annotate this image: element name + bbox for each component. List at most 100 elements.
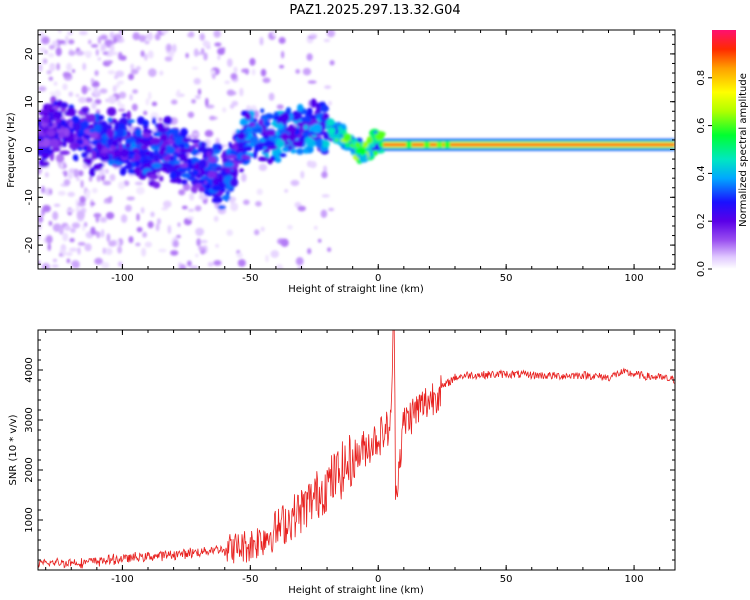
spectrogram-noise-cell xyxy=(134,181,143,186)
spectrogram-ridge-cell xyxy=(149,151,155,160)
spectrogram-band-bubble xyxy=(423,141,430,148)
spectrogram-ridge-cell xyxy=(199,159,207,169)
spectrogram-ridge-cell xyxy=(281,132,289,142)
spectrogram-noise-cell xyxy=(66,251,73,257)
spectrogram-noise-cell xyxy=(284,189,289,193)
snr-xlabel: Height of straight line (km) xyxy=(288,585,424,596)
spectrogram-noise-cell xyxy=(47,243,51,251)
spectrogram-ridge-cell xyxy=(126,110,131,121)
spectrogram-ridge-cell xyxy=(211,184,222,192)
spectrogram-noise-cell xyxy=(109,31,115,39)
spectrogram-noise-cell xyxy=(55,47,62,57)
spectrogram-noise-cell xyxy=(256,188,263,196)
spectrogram-noise-cell xyxy=(226,89,235,96)
colorbar-tick-label: 0.2 xyxy=(696,213,707,229)
spectrogram-noise-cell xyxy=(148,68,157,77)
spectrogram-noise-cell xyxy=(181,205,188,210)
spectrogram-noise-cell xyxy=(66,62,73,72)
spectrogram-noise-cell xyxy=(69,237,75,243)
spectrogram-ridge-cell xyxy=(215,166,222,172)
spectrogram-ridge-cell xyxy=(178,143,186,149)
spectrogram-ridge-cell xyxy=(228,141,233,148)
spectrogram-noise-cell xyxy=(105,211,115,220)
spectrogram-noise-cell xyxy=(38,233,41,241)
spectrogram-noise-cell xyxy=(276,104,284,110)
spectrogram-noise-cell xyxy=(158,248,167,253)
spectrogram-ridge-cell xyxy=(141,151,146,156)
spectrogram-noise-cell xyxy=(295,256,304,266)
spectrogram-noise-cell xyxy=(176,89,181,98)
spectrogram-ridge-cell xyxy=(225,166,232,174)
spectrogram-noise-cell xyxy=(68,91,74,97)
spectrogram-ridge-cell xyxy=(296,121,303,127)
spectrogram-blobs xyxy=(38,30,675,269)
spectrogram-noise-cell xyxy=(113,36,117,44)
spectrogram-noise-cell xyxy=(148,91,152,100)
spectrogram-ytick-label: -20 xyxy=(24,237,35,253)
spectrogram-noise-cell xyxy=(75,93,80,97)
spectrogram-noise-cell xyxy=(185,52,189,59)
spectrogram-ridge-cell xyxy=(179,162,189,168)
spectrogram-noise-cell xyxy=(97,36,102,45)
spectrogram-ridge-cell xyxy=(264,120,271,127)
spectrogram-ytick-label: 10 xyxy=(24,95,35,108)
spectrogram-noise-cell xyxy=(145,98,150,106)
spectrogram-ridge-cell xyxy=(151,116,157,125)
spectrogram-ridge-cell xyxy=(375,132,385,141)
spectrogram-noise-cell xyxy=(108,240,117,247)
spectrogram-xtick-label: 100 xyxy=(625,273,644,284)
spectrogram-ridge-cell xyxy=(72,121,83,129)
spectrogram-noise-cell xyxy=(128,236,134,244)
spectrogram-ytick-label: 20 xyxy=(24,48,35,61)
spectrogram-ridge-cell xyxy=(96,142,103,152)
spectrogram-ridge-cell xyxy=(134,167,141,177)
spectrogram-noise-cell xyxy=(78,30,88,36)
spectrogram-ridge-cell xyxy=(243,145,253,152)
spectrogram-ridge-cell xyxy=(38,119,42,127)
spectrogram-ridge-cell xyxy=(190,185,198,194)
spectrogram-noise-cell xyxy=(213,30,221,38)
spectrogram-noise-cell xyxy=(198,194,208,200)
spectrogram-noise-cell xyxy=(230,202,239,212)
spectrogram-noise-cell xyxy=(280,50,285,59)
spectrogram-noise-cell xyxy=(58,253,63,257)
spectrogram-noise-cell xyxy=(317,238,322,243)
spectrogram-noise-cell xyxy=(90,78,95,84)
spectrogram-noise-cell xyxy=(67,171,74,180)
spectrogram-ridge-cell xyxy=(162,163,173,168)
spectrogram-noise-cell xyxy=(151,101,158,107)
spectrogram-noise-cell xyxy=(251,68,256,76)
spectrogram-ridge-cell xyxy=(151,162,163,169)
spectrogram-noise-cell xyxy=(67,191,76,197)
spectrogram-noise-cell xyxy=(48,76,54,81)
spectrogram-noise-cell xyxy=(63,225,71,231)
spectrogram-noise-cell xyxy=(76,50,84,56)
spectrogram-noise-cell xyxy=(66,258,71,264)
spectrogram-ridge-cell xyxy=(78,139,84,146)
snr-ticks: -100 -50 0 50 100 1000 2000 3000 4000 xyxy=(24,329,675,585)
spectrogram-noise-cell xyxy=(280,238,289,247)
spectrogram-ridge-cell xyxy=(217,204,226,210)
spectrogram-noise-cell xyxy=(49,188,53,195)
spectrogram-noise-cell xyxy=(38,215,44,223)
spectrogram-xtick-label: -100 xyxy=(111,273,134,284)
spectrogram-ridge-cell xyxy=(180,127,189,138)
spectrogram-noise-cell xyxy=(44,172,49,178)
spectrogram-noise-cell xyxy=(65,35,69,42)
spectrogram-ridge-cell xyxy=(106,106,117,117)
spectrogram-noise-cell xyxy=(88,175,93,182)
spectrogram-noise-cell xyxy=(295,68,301,74)
spectrogram-ridge-cell xyxy=(169,171,177,180)
figure-title: PAZ1.2025.297.13.32.G04 xyxy=(289,3,460,18)
spectrogram-noise-cell xyxy=(259,37,264,46)
spectrogram-noise-cell xyxy=(254,229,260,236)
spectrogram-noise-cell xyxy=(95,213,100,223)
spectrogram-ridge-cell xyxy=(224,194,230,202)
spectrogram-ridge-cell xyxy=(169,155,175,162)
spectrogram-noise-cell xyxy=(73,168,80,178)
spectrogram-ylabel: Frequency (Hz) xyxy=(6,112,17,188)
spectrogram-noise-cell xyxy=(70,228,76,233)
spectrogram-noise-cell xyxy=(56,62,61,71)
spectrogram-ridge-cell xyxy=(311,123,322,134)
spectrogram-noise-cell xyxy=(67,31,73,36)
